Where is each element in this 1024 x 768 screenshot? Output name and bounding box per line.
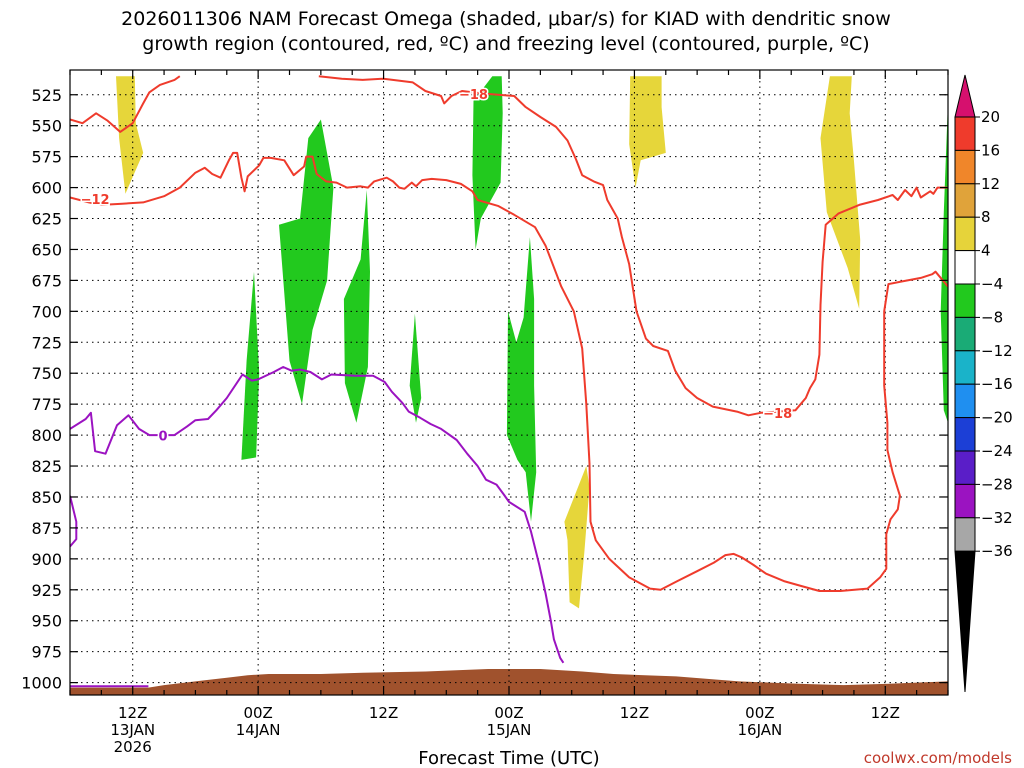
x-tick-label-6-0: 12Z	[871, 704, 900, 722]
contour-line-2	[318, 75, 948, 417]
y-axis: 525 550 575 600 625 650 675 700 725 750 775 800 825 8…	[21, 86, 948, 693]
y-tick-label-875: 875	[31, 519, 62, 538]
contour-layer	[70, 75, 948, 688]
omega-region-6	[343, 190, 370, 423]
colorbar-box-1	[954, 116, 976, 151]
colorbar-box-2	[954, 149, 976, 185]
colorbar-label-8: −16	[981, 375, 1013, 393]
y-tick-label-925: 925	[31, 581, 62, 600]
y-tick-label-650: 650	[31, 240, 62, 259]
colorbar-box-13	[954, 517, 976, 552]
y-tick-label-575: 575	[31, 148, 62, 167]
contour-line-4	[70, 495, 78, 548]
x-tick-label-0-0: 12Z	[118, 704, 147, 722]
contour-label-1: −18	[459, 88, 488, 103]
watermark: coolwx.com/models	[864, 749, 1012, 767]
colorbar-arrow-top	[954, 74, 976, 118]
colorbar-box-8	[954, 350, 976, 385]
omega-region-7	[409, 313, 422, 423]
contour-label-2: −18	[763, 407, 792, 422]
colorbar-label-3: 8	[981, 208, 991, 226]
y-tick-label-700: 700	[31, 302, 62, 321]
colorbar-label-6: −8	[981, 308, 1003, 326]
colorbar-label-4: 4	[981, 242, 991, 260]
colorbar-box-11	[954, 450, 976, 485]
y-tick-label-775: 775	[31, 395, 62, 414]
contour-line-3	[70, 366, 565, 664]
y-tick-label-1000: 1000	[21, 674, 62, 693]
contour-label-0: −12	[81, 193, 110, 208]
colorbar-label-9: −20	[981, 409, 1013, 427]
x-tick-label-1-1: 14JAN	[236, 721, 281, 739]
omega-region-0	[116, 76, 144, 194]
x-tick-label-4-0: 12Z	[620, 704, 649, 722]
omega-region-4	[241, 271, 260, 460]
y-tick-label-550: 550	[31, 117, 62, 136]
omega-region-10	[940, 100, 948, 423]
y-tick-label-800: 800	[31, 426, 62, 445]
colorbar-box-5	[954, 250, 976, 285]
colorbar-box-9	[954, 383, 976, 419]
contour-line-0	[70, 151, 948, 592]
x-tick-label-3-0: 00Z	[494, 704, 523, 722]
x-tick-label-1-0: 00Z	[243, 704, 272, 722]
colorbar-box-6	[954, 283, 976, 318]
y-tick-label-625: 625	[31, 210, 62, 229]
y-tick-label-900: 900	[31, 550, 62, 569]
y-tick-label-750: 750	[31, 364, 62, 383]
omega-region-1	[629, 76, 666, 188]
colorbar-box-3	[954, 183, 976, 218]
colorbar: 20 16 12 8 4 −4 −8 −12 −16 −20 −24 −28 −32 −36	[954, 74, 1013, 693]
omega-region-3	[564, 466, 590, 609]
y-tick-label-950: 950	[31, 612, 62, 631]
x-axis-label: Forecast Time (UTC)	[418, 748, 599, 768]
omega-region-5	[279, 119, 334, 405]
chart-title-line-1: 2026011306 NAM Forecast Omega (shaded, μ…	[121, 8, 891, 30]
colorbar-label-0: 20	[981, 108, 1000, 126]
colorbar-label-12: −32	[981, 509, 1013, 527]
colorbar-label-7: −12	[981, 342, 1013, 360]
omega-region-8	[472, 76, 503, 250]
colorbar-label-1: 16	[981, 141, 1000, 159]
x-tick-label-5-0: 00Z	[745, 704, 774, 722]
colorbar-arrow-bottom	[954, 550, 976, 693]
y-tick-label-600: 600	[31, 179, 62, 198]
colorbar-box-7	[954, 316, 976, 352]
contour-label-3: 0	[159, 429, 168, 444]
colorbar-label-11: −28	[981, 475, 1013, 493]
y-tick-label-850: 850	[31, 488, 62, 507]
colorbar-label-10: −24	[981, 442, 1013, 460]
x-tick-label-0-2: 2026	[114, 738, 152, 756]
grid-lines	[70, 70, 948, 695]
y-tick-label-675: 675	[31, 271, 62, 290]
colorbar-label-2: 12	[981, 175, 1000, 193]
x-tick-label-2-0: 12Z	[369, 704, 398, 722]
omega-region-2	[820, 76, 861, 309]
contour-line-1	[70, 75, 181, 133]
x-tick-label-3-1: 15JAN	[487, 721, 532, 739]
colorbar-box-10	[954, 417, 976, 452]
colorbar-label-5: −4	[981, 275, 1003, 293]
y-tick-label-975: 975	[31, 643, 62, 662]
y-tick-label-525: 525	[31, 86, 62, 105]
contour-labels: −12 −18 −18 0	[79, 86, 794, 446]
chart-title-line-2: growth region (contoured, red, ºC) and f…	[142, 33, 869, 55]
x-tick-label-5-1: 16JAN	[737, 721, 782, 739]
y-tick-label-725: 725	[31, 333, 62, 352]
colorbar-box-12	[954, 483, 976, 519]
omega-region-9	[506, 237, 537, 522]
x-tick-label-0-1: 13JAN	[110, 721, 155, 739]
colorbar-box-4	[954, 216, 976, 252]
y-tick-label-825: 825	[31, 457, 62, 476]
colorbar-label-13: −36	[981, 542, 1013, 560]
